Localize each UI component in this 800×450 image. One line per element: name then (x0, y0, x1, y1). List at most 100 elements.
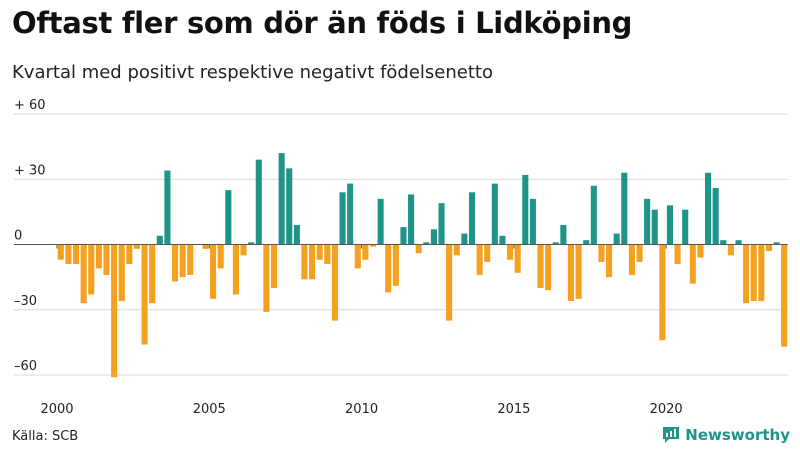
bar (705, 172, 712, 245)
bar (118, 244, 125, 302)
bar (735, 240, 742, 245)
y-tick-label: –60 (14, 359, 37, 374)
bar (575, 244, 582, 299)
bar (309, 244, 316, 280)
x-tick-label: 2010 (345, 402, 378, 417)
bar (682, 209, 689, 245)
bar (628, 244, 635, 275)
bar (590, 185, 597, 245)
bar (598, 244, 605, 262)
bar (423, 242, 430, 245)
bar (560, 224, 567, 245)
bar (720, 240, 727, 245)
bar (255, 159, 262, 245)
y-axis-labels: + 60 + 30 0 –30 –60 (14, 98, 46, 374)
bar (347, 183, 354, 245)
bar (476, 244, 483, 275)
bar (545, 244, 552, 291)
bar (468, 192, 476, 245)
bar (430, 229, 437, 245)
bar (225, 190, 232, 245)
bar (484, 244, 491, 262)
source-note: Källa: SCB (12, 429, 79, 444)
bar (522, 174, 529, 245)
bar (111, 244, 118, 378)
bar (392, 244, 399, 286)
bar (72, 244, 80, 265)
bar (674, 244, 681, 265)
newsworthy-logo: Newsworthy (661, 425, 790, 445)
newsworthy-logo-icon (663, 427, 680, 443)
bar (240, 244, 247, 256)
bar (171, 244, 179, 282)
bar (613, 233, 620, 245)
chart-subtitle: Kvartal med positivt respektive negativt… (12, 62, 493, 83)
bar (202, 244, 209, 249)
bar (583, 240, 590, 245)
bar (232, 244, 239, 295)
bar (95, 244, 102, 269)
bar (567, 244, 575, 302)
bar (210, 244, 217, 299)
y-tick-label: + 60 (14, 98, 46, 113)
bar (354, 244, 361, 269)
bar (727, 244, 734, 256)
bar (278, 153, 285, 245)
bar (263, 244, 270, 312)
bar (712, 187, 719, 245)
bar (88, 244, 95, 295)
bar (286, 168, 293, 245)
bar (537, 244, 544, 288)
bar (651, 209, 658, 245)
x-tick-label: 2005 (193, 402, 226, 417)
bar (301, 244, 308, 280)
bar (385, 244, 392, 293)
bar (164, 170, 171, 245)
bar (400, 227, 407, 245)
bar (552, 242, 559, 245)
bar (606, 244, 613, 278)
x-tick-label: 2020 (650, 402, 683, 417)
bar (529, 198, 536, 245)
bar (141, 244, 148, 345)
bar (765, 244, 773, 252)
bar (461, 233, 468, 245)
y-tick-label: 0 (14, 229, 22, 244)
bar (149, 244, 156, 304)
bar (156, 235, 163, 245)
bar (697, 244, 704, 258)
bar (415, 244, 422, 254)
bar (743, 244, 750, 304)
x-tick-label: 2000 (40, 402, 73, 417)
bar (621, 172, 628, 245)
bar (507, 244, 514, 260)
bar (339, 192, 346, 245)
brand-name: Newsworthy (685, 426, 790, 444)
bar (781, 244, 788, 347)
bar (133, 244, 140, 249)
bar (438, 203, 445, 245)
bar (187, 244, 194, 275)
bar (659, 244, 666, 341)
bar (316, 244, 323, 260)
bar (126, 244, 133, 265)
bar (499, 235, 506, 245)
bar (689, 244, 696, 284)
bar (270, 244, 278, 288)
bar (324, 244, 331, 265)
bar (80, 244, 87, 304)
bar (446, 244, 453, 321)
bar (514, 244, 521, 273)
bar (644, 198, 651, 245)
bar (217, 244, 224, 269)
y-tick-label: –30 (14, 294, 37, 309)
bar (491, 183, 498, 245)
bar (636, 244, 643, 262)
bar (453, 244, 460, 256)
bar (179, 244, 186, 278)
bar (377, 198, 384, 245)
bar (369, 244, 377, 247)
bar (331, 244, 338, 321)
y-tick-label: + 30 (14, 163, 46, 178)
